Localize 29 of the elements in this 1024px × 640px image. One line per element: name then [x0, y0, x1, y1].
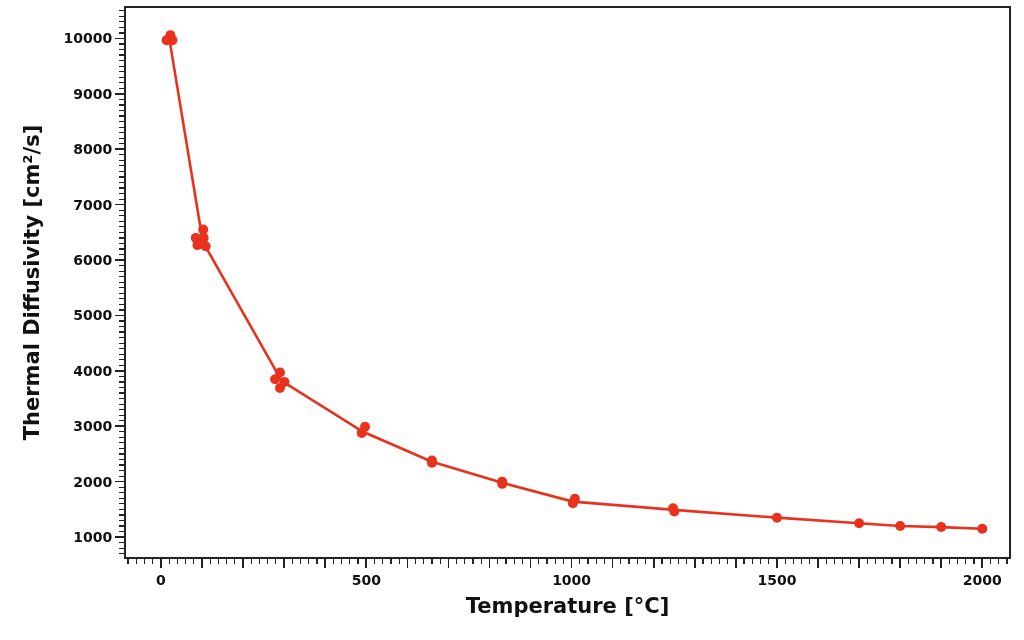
y-tick-label: 7000 [73, 196, 113, 213]
y-tick-label: 2000 [73, 473, 113, 490]
y-tick-label: 10000 [63, 30, 113, 47]
point [854, 518, 865, 529]
point [936, 522, 947, 533]
point [270, 374, 281, 385]
x-axis-title: Temperature [°C] [465, 594, 670, 619]
y-tick-label: 1000 [73, 528, 113, 545]
point [279, 376, 290, 387]
y-tick-label: 5000 [73, 307, 113, 324]
point [895, 520, 906, 531]
y-tick-label: 4000 [73, 362, 113, 379]
point [198, 232, 209, 243]
x-tick-label: 1500 [757, 571, 797, 588]
y-tick-label: 9000 [73, 85, 113, 102]
y-axis-title: Thermal Diffusivity [cm²/s] [20, 124, 45, 441]
point [771, 512, 782, 523]
x-tick-label: 2000 [962, 571, 1003, 588]
x-tick-label: 1000 [552, 571, 592, 588]
x-tick-label: 0 [156, 571, 167, 588]
point [977, 523, 988, 534]
x-tick-label: 500 [351, 571, 382, 588]
y-tick-label: 3000 [73, 418, 113, 435]
point [192, 240, 203, 251]
point [360, 421, 371, 432]
point [275, 367, 286, 378]
point [200, 241, 211, 252]
y-tick-label: 6000 [73, 251, 113, 268]
y-tick-label: 8000 [73, 141, 113, 158]
